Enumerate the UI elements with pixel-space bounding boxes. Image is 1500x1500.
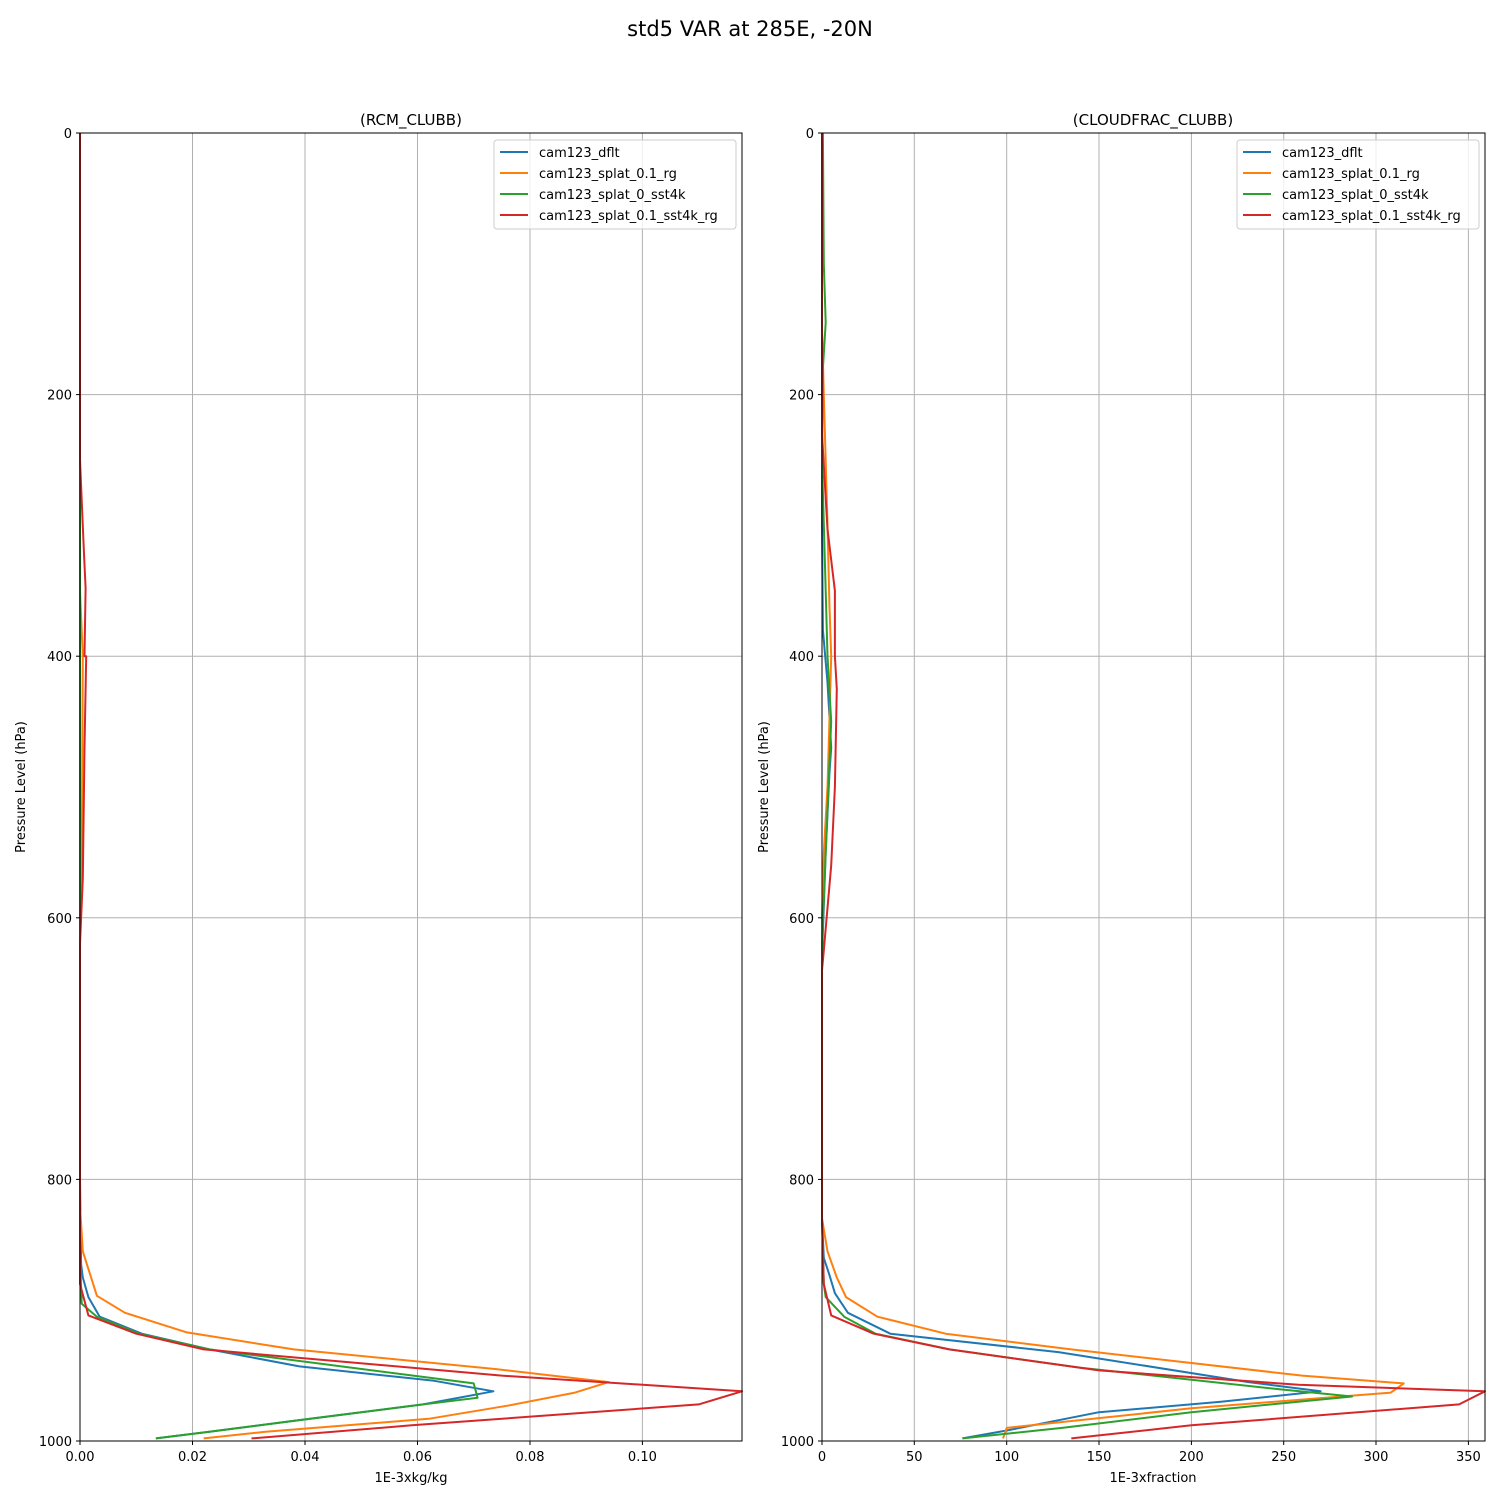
x-tick-label: 0	[818, 1450, 826, 1465]
legend-label: cam123_splat_0.1_rg	[539, 167, 677, 182]
x-tick-label: 0.02	[178, 1450, 207, 1465]
rcm-clubb-x-ticks: 0.00 0.02 0.04 0.06 0.08 0.10	[66, 1441, 657, 1465]
x-tick-label: 100	[994, 1450, 1019, 1465]
cloudfrac-clubb-x-label: 1E-3xfraction	[1109, 1471, 1196, 1486]
legend-label: cam123_splat_0_sst4k	[1282, 188, 1429, 203]
legend-label: cam123_dflt	[539, 146, 620, 161]
rcm-clubb-x-label: 1E-3xkg/kg	[374, 1471, 447, 1486]
y-tick-label: 1000	[39, 1435, 72, 1450]
x-tick-label: 250	[1271, 1450, 1296, 1465]
x-tick-label: 0.08	[516, 1450, 545, 1465]
cloudfrac-clubb-chart: (CLOUDFRAC_CLUBB) 0 50 100 150 200 250 300 350 …	[757, 111, 1486, 1486]
legend-label: cam123_splat_0.1_sst4k_rg	[539, 209, 718, 224]
cloudfrac-clubb-grid	[821, 132, 1485, 1442]
cloudfrac-clubb-legend-box	[1236, 139, 1480, 230]
rcm-clubb-y-ticks: 0 200 400 600 800 1000	[39, 127, 80, 1450]
rcm-clubb-y-label: Pressure Level (hPa)	[14, 721, 29, 853]
y-tick-label: 0	[64, 127, 72, 142]
y-tick-label: 600	[47, 912, 72, 927]
cloudfrac-clubb-plot-area	[821, 132, 1486, 1442]
x-tick-label: 0.04	[291, 1450, 320, 1465]
rcm-clubb-title: (RCM_CLUBB)	[360, 111, 462, 130]
x-tick-label: 0.00	[66, 1450, 95, 1465]
rcm-clubb-plot-area	[79, 132, 743, 1442]
legend-label: cam123_splat_0.1_rg	[1282, 167, 1420, 182]
y-tick-label: 400	[789, 650, 814, 665]
cloudfrac-clubb-title: (CLOUDFRAC_CLUBB)	[1073, 111, 1233, 130]
cloudfrac-clubb-y-ticks: 0 200 400 600 800 1000	[781, 127, 822, 1450]
cloudfrac-clubb-series	[821, 132, 1486, 1440]
x-tick-label: 300	[1364, 1450, 1389, 1465]
y-tick-label: 800	[789, 1173, 814, 1188]
x-tick-label: 200	[1179, 1450, 1204, 1465]
cloudfrac-clubb-legend: cam123_dflt cam123_splat_0.1_rg cam123_s…	[1236, 139, 1480, 230]
y-tick-label: 400	[47, 650, 72, 665]
legend-label: cam123_dflt	[1282, 146, 1363, 161]
series-line-cam123-dflt	[821, 133, 1322, 1440]
series-line-cam123-dflt	[79, 133, 495, 1440]
y-tick-label: 200	[789, 389, 814, 404]
x-tick-label: 150	[1087, 1450, 1112, 1465]
x-tick-label: 50	[906, 1450, 923, 1465]
y-tick-label: 0	[806, 127, 814, 142]
legend-label: cam123_splat_0_sst4k	[539, 188, 686, 203]
y-tick-label: 600	[789, 912, 814, 927]
y-tick-label: 200	[47, 389, 72, 404]
rcm-clubb-legend: cam123_dflt cam123_splat_0.1_rg cam123_s…	[493, 139, 737, 230]
y-tick-label: 800	[47, 1173, 72, 1188]
rcm-clubb-chart: (RCM_CLUBB) 0.00 0.02 0.04 0.06 0.08 0.10 0 20…	[14, 111, 743, 1486]
cloudfrac-clubb-x-ticks: 0 50 100 150 200 250 300 350	[818, 1441, 1481, 1465]
series-line-cam123-splat-0-1-rg	[821, 133, 1405, 1439]
series-line-cam123-splat-0-1-sst4k-rg	[821, 133, 1486, 1440]
figure-suptitle: std5 VAR at 285E, -20N	[627, 17, 873, 41]
series-line-cam123-splat-0-1-rg	[79, 133, 610, 1440]
cloudfrac-clubb-y-label: Pressure Level (hPa)	[757, 721, 772, 853]
x-tick-label: 0.10	[628, 1450, 657, 1465]
x-tick-label: 350	[1456, 1450, 1481, 1465]
series-line-cam123-splat-0-sst4k	[821, 132, 1353, 1440]
x-tick-label: 0.06	[403, 1450, 432, 1465]
rcm-clubb-grid	[79, 132, 742, 1442]
legend-label: cam123_splat_0.1_sst4k_rg	[1282, 209, 1461, 224]
rcm-clubb-legend-box	[493, 139, 737, 230]
y-tick-label: 1000	[781, 1435, 814, 1450]
